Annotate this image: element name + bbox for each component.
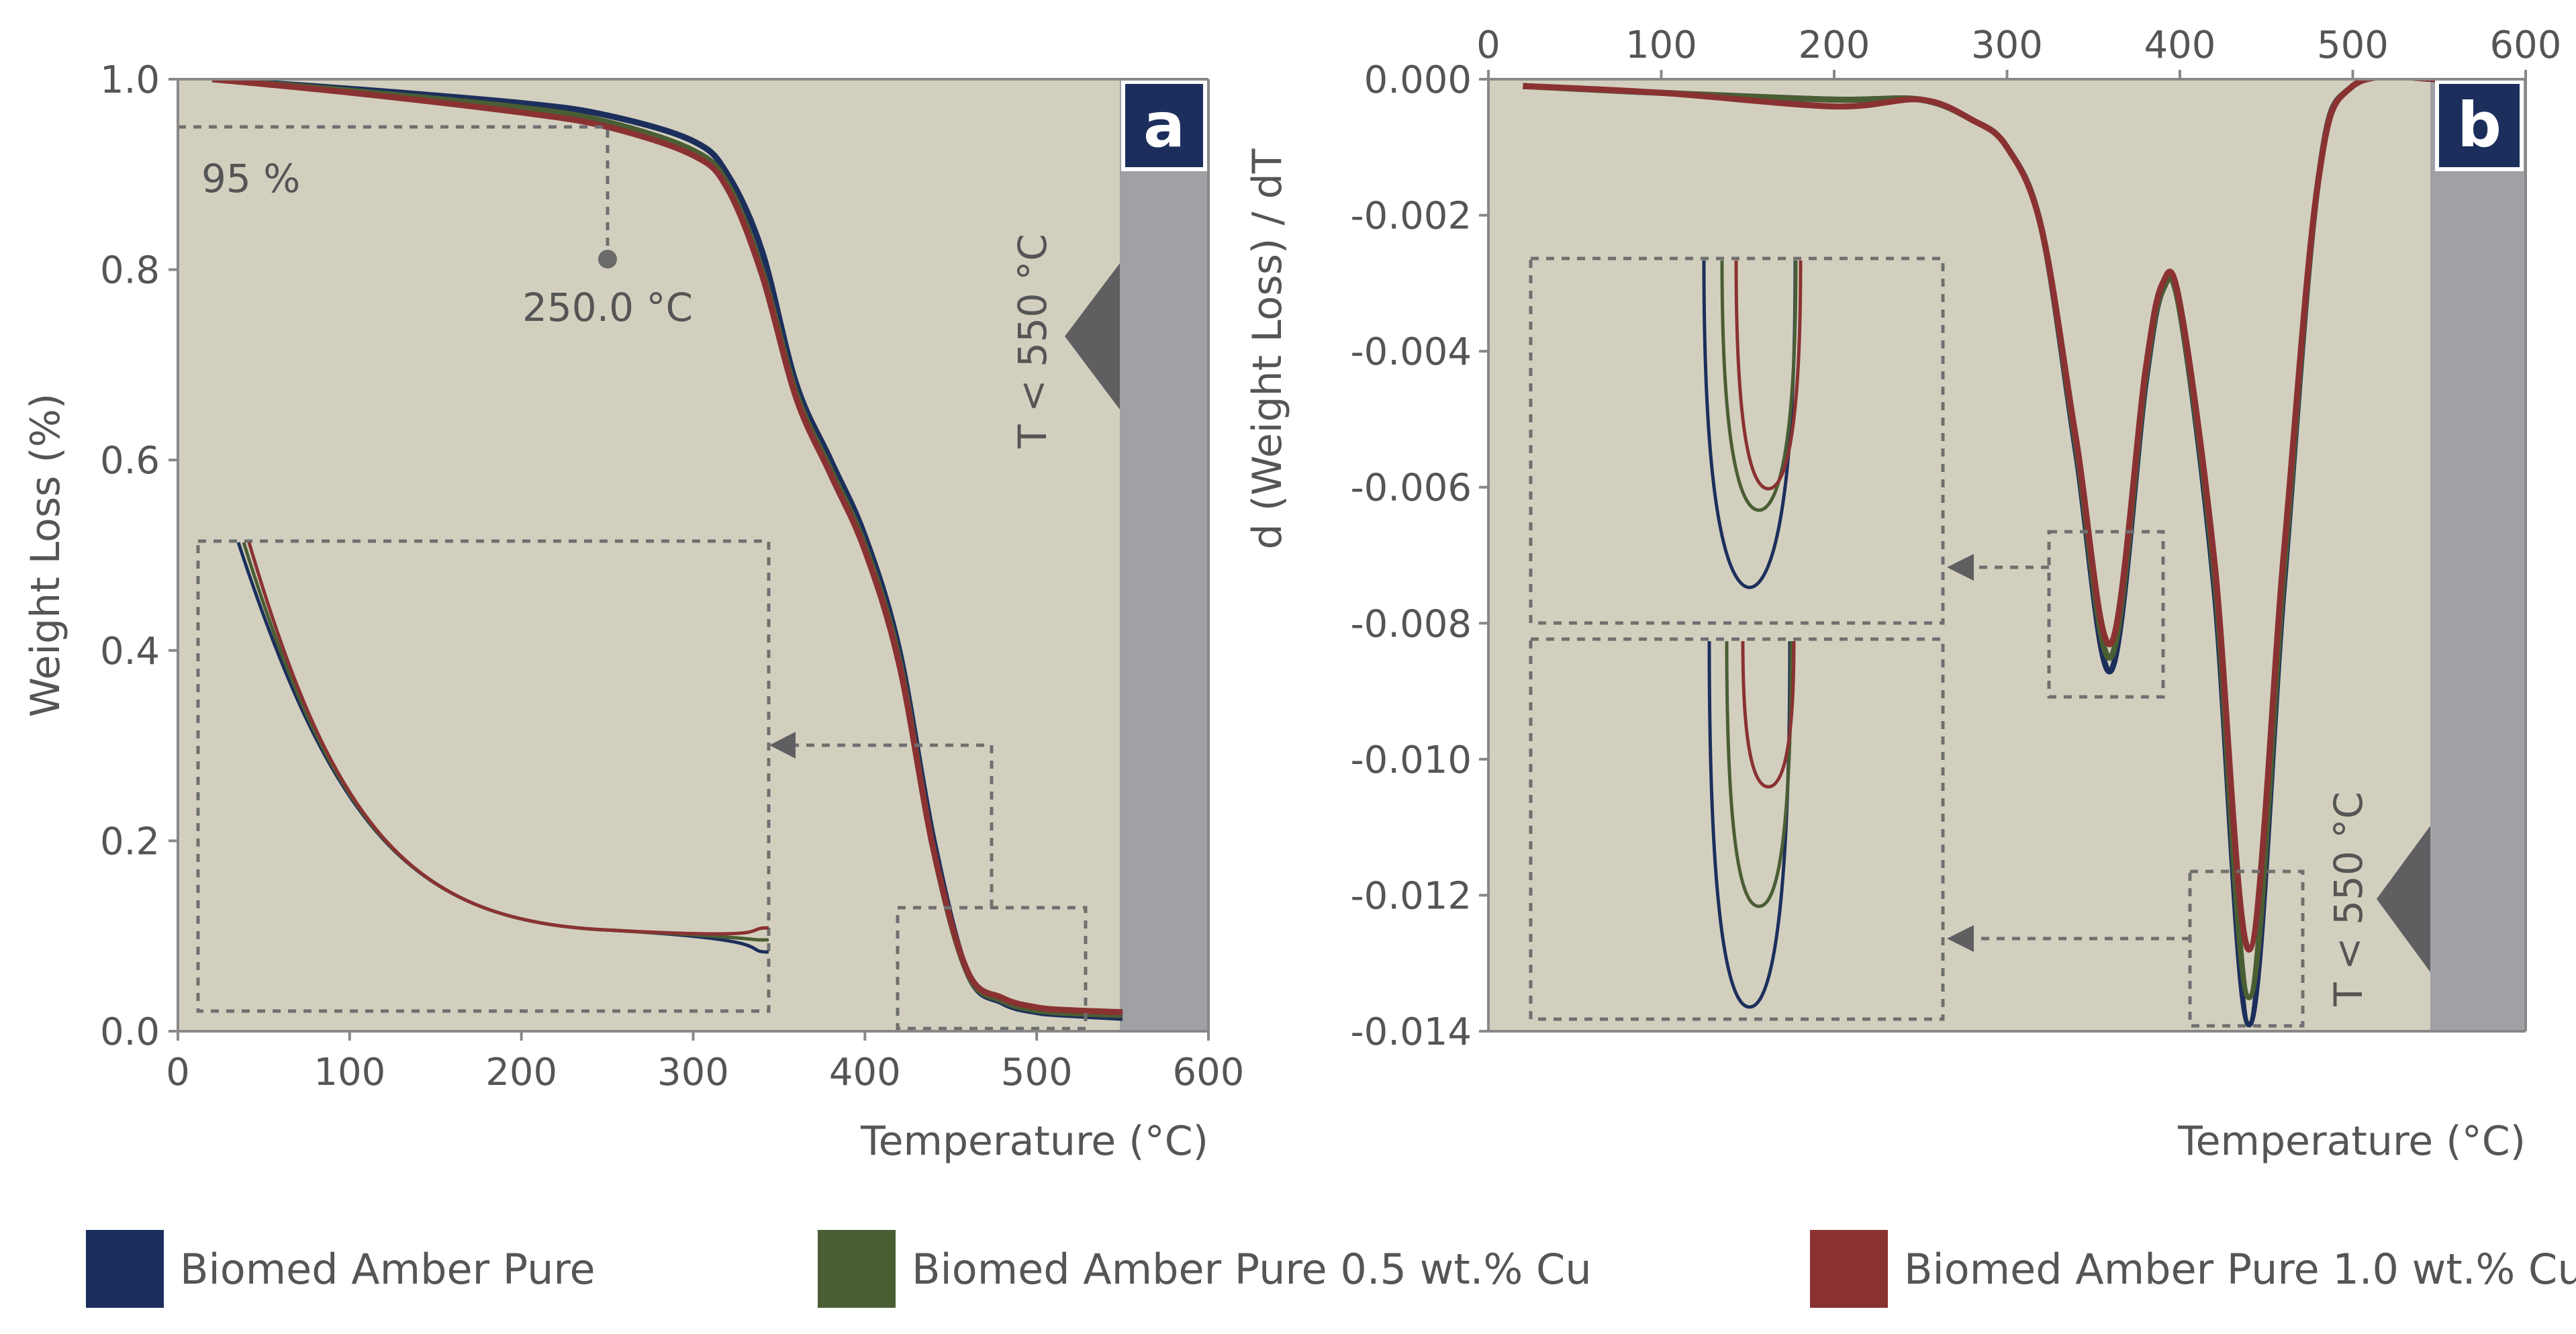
panel-b-x-tick-label: 100 (1625, 23, 1697, 67)
panel-a-y-tick-label: 0.6 (100, 439, 160, 483)
panel-b-letter: b (2457, 89, 2501, 161)
panel-a-95-label: 95 % (201, 156, 300, 201)
panel-b-y-tick-label: -0.010 (1350, 739, 1472, 782)
panel-a-series-line-3 (211, 79, 1123, 1016)
panel-b-inset1-line-2 (1720, 260, 1798, 512)
legend: Biomed Amber Pure Biomed Amber Pure 0.5 … (86, 1230, 2576, 1308)
panel-b-inset1-line-1 (1702, 260, 1797, 589)
panel-b-x-tick-label: 600 (2490, 23, 2562, 67)
panel-b-inset-curves (1702, 260, 1803, 1009)
legend-swatch-10cu (1810, 1230, 1888, 1308)
panel-b-inset-2 (1529, 637, 1945, 1021)
panel-a-y-tick-label: 0.4 (100, 630, 160, 673)
panel-b-inset2-line-1 (1707, 640, 1792, 1009)
panel-b-x-tick-label: 500 (2317, 23, 2389, 67)
legend-label-10cu: Biomed Amber Pure 1.0 wt.% Cu (1904, 1245, 2576, 1294)
panel-a-250-marker (598, 250, 617, 269)
panel-a-y-tick-label: 0.2 (100, 820, 160, 863)
panel-b-y-tick-label: -0.006 (1350, 467, 1472, 510)
panel-b-y-tick-label: -0.004 (1350, 330, 1472, 374)
panel-a-x-tick-label: 100 (314, 1051, 385, 1094)
panel-a-plot-area (178, 79, 1208, 1031)
panel-b-x-tick-label: 0 (1476, 23, 1500, 67)
panel-b-y-tick-label: -0.014 (1350, 1010, 1472, 1054)
panel-b-y-tick-label: -0.012 (1350, 874, 1472, 918)
panel-b-cutoff-region (2430, 79, 2526, 1031)
panel-b-cutoff-label: T < 550 °C (2326, 792, 2371, 1007)
panel-a-badge (1121, 80, 1207, 171)
legend-item-05cu: Biomed Amber Pure 0.5 wt.% Cu (818, 1230, 1592, 1308)
legend-item-pure: Biomed Amber Pure (86, 1230, 595, 1308)
panel-a-250-label: 250.0 °C (522, 285, 693, 330)
panel-b-ticks: 0 100 200 300 400 500 600 0.000 -0.002 -0.004 -0.0… (1350, 23, 2561, 1054)
panel-b-x-tick-label: 300 (1971, 23, 2043, 67)
panel-a-y-tick-label: 1.0 (100, 58, 160, 102)
panel-b-curves (1523, 79, 2440, 1028)
panel-a-x-label: Temperature (°C) (860, 1118, 1208, 1165)
panel-a-x-tick-label: 300 (657, 1051, 729, 1094)
panel-b-y-tick-label: -0.002 (1350, 195, 1472, 238)
panel-b-cutoff-arrow-icon (2377, 826, 2430, 972)
panel-a-x-tick-label: 0 (166, 1051, 190, 1094)
panel-b-y-tick-label: -0.008 (1350, 602, 1472, 646)
panel-b-inset2-line-2 (1725, 640, 1793, 908)
panel-b-zoom-region-2 (2188, 869, 2305, 1028)
panel-a-curves (211, 79, 1123, 1021)
panel-b-series-line-3 (1523, 79, 2440, 953)
panel-b-zoom-arrow-2-icon (1947, 925, 1974, 952)
panel-a-inset-line-3 (247, 542, 769, 936)
panel-a-inset-curves (236, 542, 769, 954)
panel-b-y-label: d (Weight Loss) / dT (1244, 148, 1291, 549)
panel-a-x-tick-label: 400 (829, 1051, 901, 1094)
panel-b-x-label: Temperature (°C) (2177, 1118, 2526, 1165)
panel-a-x-tick-label: 600 (1173, 1051, 1245, 1094)
panel-b-inset1-line-3 (1734, 260, 1803, 491)
panel-a-y-tick-label: 0.0 (100, 1010, 160, 1054)
panel-a-x-tick-label: 200 (485, 1051, 557, 1094)
panel-a-cutoff-label: T < 550 °C (1010, 234, 1055, 449)
panel-b-x-tick-label: 200 (1799, 23, 1870, 67)
legend-item-10cu: Biomed Amber Pure 1.0 wt.% Cu (1810, 1230, 2576, 1308)
panel-b-x-tick-label: 400 (2144, 23, 2216, 67)
panel-a-letter: a (1143, 89, 1185, 161)
panel-b-badge (2435, 80, 2524, 171)
panel-b-inset-1 (1529, 256, 1945, 625)
panel-b-plot-area (1488, 79, 2526, 1031)
panel-b-zoom-arrow-1-icon (1947, 554, 1974, 581)
panel-a-95-guide (178, 125, 610, 259)
panel-a-y-tick-label: 0.8 (100, 249, 160, 293)
legend-swatch-05cu (818, 1230, 896, 1308)
panel-a-cutoff-region (1120, 79, 1208, 1031)
legend-label-pure: Biomed Amber Pure (180, 1245, 595, 1294)
panel-b-inset2-line-3 (1741, 640, 1796, 789)
legend-swatch-pure (86, 1230, 164, 1308)
panel-a-zoom-arrow-icon (769, 732, 796, 759)
panel-a-y-label: Weight Loss (%) (22, 393, 69, 718)
panel-b: T < 550 °C b 0 100 200 300 400 500 600 0.000 -0.… (1244, 23, 2561, 1165)
panel-a-inset (196, 539, 771, 1013)
panel-a-ticks: 0 100 200 300 400 500 600 0.0 0.2 0.4 0.6 0.8 1.0 (100, 58, 1245, 1094)
panel-a-x-tick-label: 500 (1001, 1051, 1073, 1094)
panel-a: T < 550 °C 95 % 250.0 °C a 0 100 200 300 400… (22, 58, 1244, 1165)
legend-label-05cu: Biomed Amber Pure 0.5 wt.% Cu (912, 1245, 1592, 1294)
panel-a-zoom-connector (796, 743, 994, 908)
panel-a-cutoff-arrow-icon (1065, 263, 1120, 410)
panel-b-y-tick-label: 0.000 (1364, 58, 1472, 102)
